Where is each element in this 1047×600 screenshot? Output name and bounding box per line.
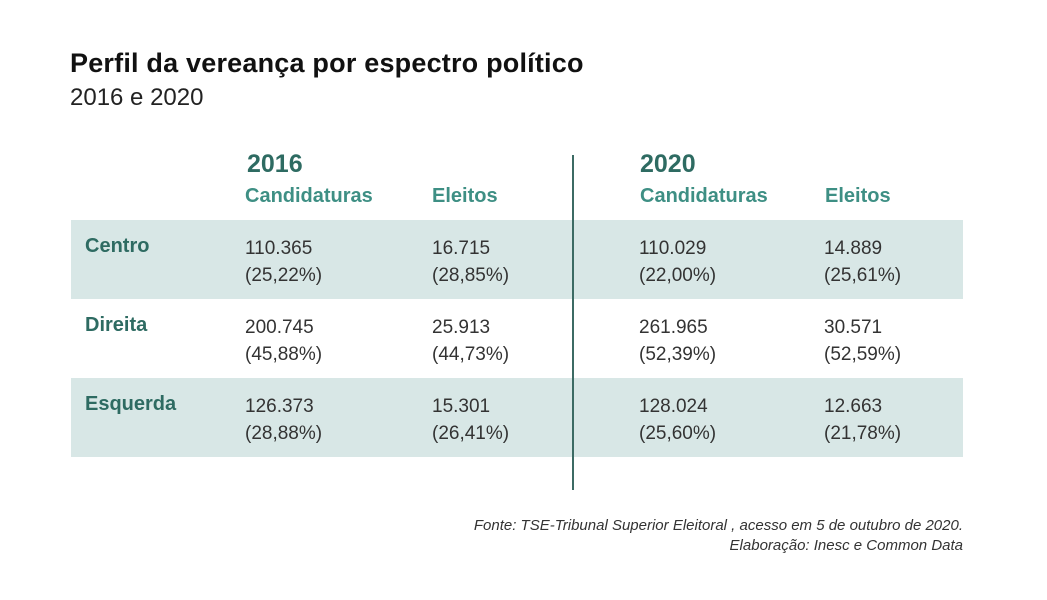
cell-value: 126.373: [245, 396, 314, 417]
table-row-direita: Direita 200.745 (45,88%) 25.913 (44,73%)…: [71, 299, 963, 378]
table-cell: 261.965 (52,39%): [639, 314, 716, 368]
year-header-2020: 2020: [640, 150, 696, 178]
cell-value: 12.663: [824, 396, 883, 417]
cell-percentage: (25,60%): [639, 423, 717, 444]
cell-value: 200.745: [245, 317, 314, 338]
table-row-centro: Centro 110.365 (25,22%) 16.715 (28,85%) …: [71, 220, 963, 299]
cell-percentage: (25,22%): [245, 265, 323, 286]
table-row-esquerda: Esquerda 126.373 (28,88%) 15.301 (26,41%…: [71, 378, 963, 457]
cell-value: 14.889: [824, 238, 883, 259]
column-header-2020-eleitos: Eleitos: [825, 185, 891, 207]
cell-percentage: (52,59%): [824, 344, 902, 365]
row-label: Centro: [85, 235, 150, 257]
table-cell: 12.663 (21,78%): [824, 393, 901, 447]
cell-percentage: (26,41%): [432, 423, 510, 444]
cell-percentage: (22,00%): [639, 265, 717, 286]
cell-value: 110.029: [639, 238, 707, 259]
cell-percentage: (21,78%): [824, 423, 902, 444]
year-divider: [572, 155, 574, 490]
chart-subtitle: 2016 e 2020: [70, 84, 204, 111]
row-label: Direita: [85, 314, 148, 336]
source-line: Fonte: TSE-Tribunal Superior Eleitoral ,…: [473, 517, 963, 534]
table-cell: 25.913 (44,73%): [432, 314, 509, 368]
chart-title: Perfil da vereança por espectro político: [70, 48, 584, 78]
table-cell: 110.029 (22,00%): [639, 235, 716, 289]
table-cell: 14.889 (25,61%): [824, 235, 901, 289]
row-label: Esquerda: [85, 393, 177, 415]
cell-value: 25.913: [432, 317, 491, 338]
cell-percentage: (25,61%): [824, 265, 902, 286]
cell-value: 16.715: [432, 238, 491, 259]
table-cell: 30.571 (52,59%): [824, 314, 901, 368]
table-cell: 16.715 (28,85%): [432, 235, 509, 289]
cell-percentage: (52,39%): [639, 344, 717, 365]
cell-value: 15.301: [432, 396, 491, 417]
year-header-2016: 2016: [247, 150, 303, 178]
cell-value: 30.571: [824, 317, 883, 338]
cell-value: 110.365: [245, 238, 313, 259]
cell-value: 261.965: [639, 317, 708, 338]
column-header-2016-eleitos: Eleitos: [432, 185, 498, 207]
table-cell: 200.745 (45,88%): [245, 314, 322, 368]
cell-percentage: (28,85%): [432, 265, 510, 286]
table-cell: 110.365 (25,22%): [245, 235, 322, 289]
source-note: Fonte: TSE-Tribunal Superior Eleitoral ,…: [474, 516, 963, 556]
table-cell: 126.373 (28,88%): [245, 393, 322, 447]
table-cell: 128.024 (25,60%): [639, 393, 716, 447]
table-cell: 15.301 (26,41%): [432, 393, 509, 447]
cell-value: 128.024: [639, 396, 708, 417]
cell-percentage: (45,88%): [245, 344, 323, 365]
column-header-2020-candidaturas: Candidaturas: [640, 185, 768, 207]
credits-line: Elaboração: Inesc e Common Data: [729, 537, 963, 554]
cell-percentage: (44,73%): [432, 344, 510, 365]
column-header-2016-candidaturas: Candidaturas: [245, 185, 373, 207]
cell-percentage: (28,88%): [245, 423, 323, 444]
